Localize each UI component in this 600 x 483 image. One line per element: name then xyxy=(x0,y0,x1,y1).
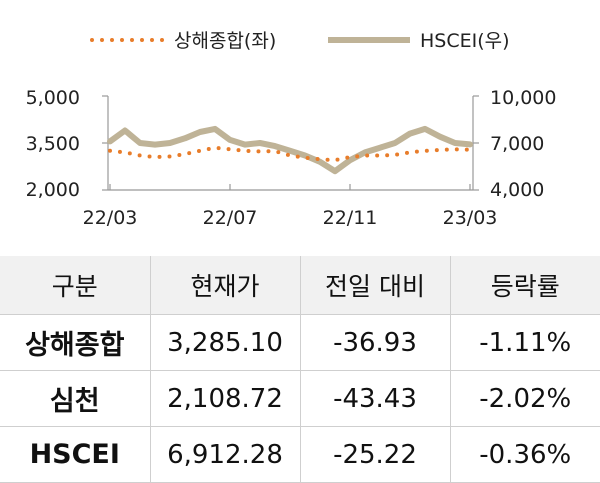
legend-label-right-series: HSCEI(우) xyxy=(420,30,510,52)
price-change: -43.43 xyxy=(299,370,450,427)
table-header-row: 구분 현재가 전일 대비 등락률 xyxy=(0,256,600,315)
price-change: -25.22 xyxy=(299,426,450,483)
y-left-tick-label: 3,500 xyxy=(26,133,80,155)
y-left-tick-label: 5,000 xyxy=(26,87,80,109)
header-change-rate: 등락률 xyxy=(449,256,600,315)
current-price: 6,912.28 xyxy=(149,426,300,483)
y-left-tick-label: 2,000 xyxy=(26,179,80,201)
change-rate: -1.11% xyxy=(449,314,600,371)
y-right-tick-label: 10,000 xyxy=(490,87,556,109)
y-right-tick-marks xyxy=(473,95,479,191)
current-price: 2,108.72 xyxy=(149,370,300,427)
legend: 상해종합(좌) HSCEI(우) xyxy=(90,30,510,52)
change-rate: -0.36% xyxy=(449,426,600,483)
change-rate: -2.02% xyxy=(449,370,600,427)
y-right-tick-label: 7,000 xyxy=(490,133,544,155)
x-tick-label: 22/03 xyxy=(83,207,138,229)
header-change: 전일 대비 xyxy=(299,256,450,315)
current-price: 3,285.10 xyxy=(149,314,300,371)
x-tick-label: 22/07 xyxy=(203,207,258,229)
y-left-tick-marks xyxy=(102,95,108,191)
line-chart: 상해종합(좌) HSCEI(우) 5,000 3,500 2,000 10,00… xyxy=(26,30,557,229)
index-name: 심천 xyxy=(0,370,150,427)
series-line-shanghai-composite xyxy=(108,145,472,163)
x-tick-marks xyxy=(109,184,471,190)
table-row: 상해종합 3,285.10 -36.93 -1.11% xyxy=(0,314,600,371)
y-right-tick-label: 4,000 xyxy=(490,179,544,201)
x-tick-label: 22/11 xyxy=(323,207,378,229)
table-row: 심천 2,108.72 -43.43 -2.02% xyxy=(0,370,600,427)
index-name: 상해종합 xyxy=(0,314,150,371)
table-row: HSCEI 6,912.28 -25.22 -0.36% xyxy=(0,426,600,483)
price-change: -36.93 xyxy=(299,314,450,371)
x-tick-label: 23/03 xyxy=(443,207,498,229)
index-name: HSCEI xyxy=(0,426,150,483)
header-category: 구분 xyxy=(0,256,150,315)
legend-label-left-series: 상해종합(좌) xyxy=(174,30,276,52)
series-line-hscei xyxy=(107,125,473,175)
header-current-price: 현재가 xyxy=(149,256,300,315)
quote-table: 구분 현재가 전일 대비 등락률 상해종합 3,285.10 -36.93 -1… xyxy=(0,256,600,483)
